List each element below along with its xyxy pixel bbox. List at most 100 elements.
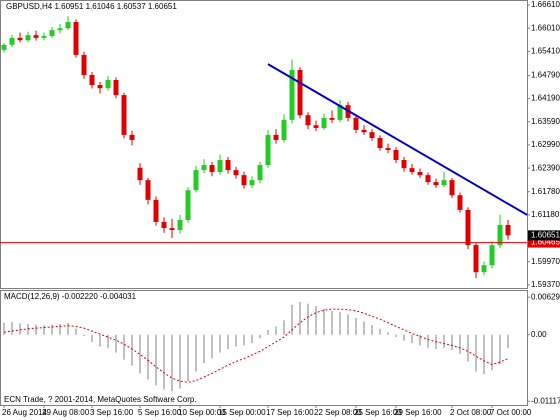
- macd-bar: [451, 334, 453, 351]
- macd-bar: [419, 334, 421, 346]
- macd-bar: [459, 334, 461, 354]
- macd-bar: [99, 334, 101, 347]
- candle-body: [353, 117, 359, 130]
- candle-body: [393, 149, 399, 161]
- y-tick-label: 1.64790: [531, 70, 560, 79]
- macd-bar: [43, 325, 45, 335]
- signal-line: [3, 308, 509, 383]
- candle-body: [113, 80, 119, 96]
- candle-body: [489, 245, 495, 266]
- candle-body: [25, 35, 31, 41]
- macd-bar: [387, 332, 389, 335]
- candle-body: [217, 160, 223, 173]
- hline-label: 1.60465: [531, 238, 560, 247]
- candle-body: [185, 190, 191, 220]
- candle-body: [481, 265, 487, 273]
- x-tick-label: 26 Aug 2014: [2, 408, 47, 417]
- candle-body: [241, 175, 247, 186]
- candle-body: [377, 138, 383, 149]
- candle-body: [441, 180, 447, 186]
- x-tick-label: 29 Aug 08:00: [42, 408, 90, 417]
- candle-body: [257, 165, 263, 181]
- x-tick-label: 3 Sep 16:00: [90, 408, 134, 417]
- candle-body: [145, 180, 151, 200]
- y-tick-label: 1.66010: [531, 23, 560, 32]
- candle-body: [473, 245, 479, 273]
- candle-body: [161, 221, 167, 229]
- macd-bar: [147, 334, 149, 380]
- macd-bar: [427, 334, 429, 348]
- macd-bar: [379, 328, 381, 335]
- macd-title: MACD(12,26,9) -0.002220 -0.004031: [4, 292, 137, 301]
- macd-bar: [467, 334, 469, 362]
- candle-body: [425, 175, 431, 183]
- y-tick-label: 1.62990: [531, 140, 560, 149]
- candle-body: [337, 105, 343, 120]
- candle-body: [433, 182, 439, 186]
- macd-bar: [363, 321, 365, 335]
- last-price-label: 1.60651: [531, 230, 560, 239]
- candle-body: [449, 180, 455, 196]
- x-tick-label: 25 Sep 16:00: [354, 408, 402, 417]
- macd-bar: [491, 334, 493, 371]
- macd-bar: [315, 306, 317, 335]
- candle-body: [465, 209, 471, 246]
- x-tick-label: 29 Sep 16:00: [394, 408, 442, 417]
- macd-bar: [139, 334, 141, 374]
- price-panel: [0, 0, 528, 289]
- candle-body: [169, 228, 175, 231]
- macd-bar: [283, 320, 285, 335]
- candle-body: [9, 37, 15, 45]
- candle-body: [281, 119, 287, 140]
- macd-bar: [59, 323, 61, 335]
- macd-bar: [267, 329, 269, 335]
- macd-bar: [507, 334, 509, 348]
- candle-body: [81, 54, 87, 75]
- y-tick-label: 1.62390: [531, 163, 560, 172]
- x-tick-label: 10 Sep 00:00: [178, 408, 226, 417]
- candle-body: [105, 80, 111, 89]
- candle-body: [457, 195, 463, 210]
- macd-panel: [0, 290, 528, 406]
- hline-label-box: [528, 237, 560, 248]
- macd-bar: [75, 328, 77, 335]
- macd-bar: [131, 334, 133, 366]
- macd-bar: [107, 334, 109, 348]
- macd-bar: [11, 322, 13, 335]
- macd-bar: [219, 334, 221, 353]
- candle-body: [401, 160, 407, 169]
- y-tick-label: 1.63590: [531, 117, 560, 126]
- x-tick-label: 17 Sep 16:00: [266, 408, 314, 417]
- candle-body: [249, 180, 255, 186]
- candle-body: [361, 129, 367, 133]
- candle-body: [273, 134, 279, 140]
- candle-body: [65, 22, 71, 29]
- x-tick-label: 5 Sep 16:00: [138, 408, 182, 417]
- candle-body: [153, 199, 159, 222]
- macd-bar: [123, 334, 125, 360]
- candle-body: [137, 167, 143, 181]
- candle-body: [41, 35, 47, 38]
- x-tick-label: 22 Sep 08:00: [314, 408, 362, 417]
- macd-bar: [235, 334, 237, 347]
- macd-bar: [339, 312, 341, 335]
- candle-body: [329, 117, 335, 120]
- macd-bar: [83, 334, 85, 336]
- macd-bar: [3, 322, 5, 335]
- y-tick-label: 1.61780: [531, 187, 560, 196]
- candle-body: [265, 134, 271, 166]
- macd-bar: [211, 334, 213, 359]
- candle-body: [1, 44, 7, 50]
- candle-body: [57, 28, 63, 31]
- candle-body: [201, 165, 207, 171]
- macd-bar: [259, 334, 261, 339]
- macd-bar: [203, 334, 205, 364]
- macd-bar: [243, 334, 245, 346]
- macd-bar: [307, 303, 309, 335]
- x-tick-label: 7 Oct 00:00: [490, 408, 532, 417]
- macd-bar: [323, 308, 325, 335]
- candle-body: [33, 35, 39, 38]
- macd-bar: [347, 314, 349, 335]
